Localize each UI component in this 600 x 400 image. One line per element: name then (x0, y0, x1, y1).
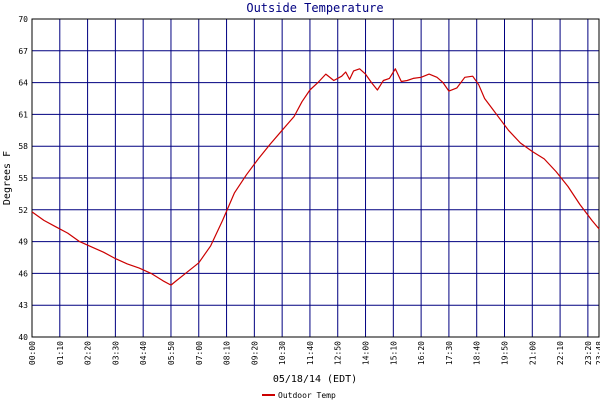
x-tick-label: 15:10 (389, 341, 398, 365)
y-tick-label: 40 (18, 333, 28, 342)
x-tick-label: 00:00 (28, 341, 37, 365)
x-tick-label: 04:40 (139, 341, 148, 365)
y-axis-label: Degrees F (2, 151, 13, 205)
x-tick-label: 23:48 (595, 341, 600, 365)
legend: Outdoor Temp (262, 391, 336, 400)
series-line-outdoor-temp (31, 68, 600, 286)
x-tick-label: 17:30 (445, 341, 454, 365)
x-tick-label: 09:20 (250, 341, 259, 365)
series-layer (31, 68, 600, 286)
y-tick-label: 70 (18, 15, 28, 24)
x-tick-label: 23:20 (584, 341, 593, 365)
x-tick-label: 02:20 (84, 341, 93, 365)
y-axis-ticks: 40 43 46 49 52 55 58 61 64 67 70 (18, 15, 28, 342)
x-tick-label: 11:40 (306, 341, 315, 365)
x-axis-ticks: 00:00 01:10 02:20 03:30 04:40 05:50 07:00 08:10… (28, 341, 600, 365)
chart-title: Outside Temperature (246, 1, 383, 15)
y-tick-label: 55 (18, 174, 28, 183)
y-tick-label: 49 (18, 238, 28, 247)
y-tick-label: 67 (18, 47, 28, 56)
y-tick-label: 58 (18, 142, 28, 151)
x-tick-label: 08:10 (223, 341, 232, 365)
legend-label-outdoor-temp: Outdoor Temp (278, 391, 336, 400)
y-tick-label: 64 (18, 79, 28, 88)
x-tick-label: 10:30 (278, 341, 287, 365)
y-tick-label: 43 (18, 301, 28, 310)
x-tick-label: 21:00 (528, 341, 537, 365)
y-tick-label: 52 (18, 206, 28, 215)
x-tick-label: 19:50 (501, 341, 510, 365)
y-tick-label: 61 (18, 110, 28, 119)
x-tick-label: 16:20 (417, 341, 426, 365)
x-tick-label: 14:00 (362, 341, 371, 365)
x-tick-label: 05:50 (167, 341, 176, 365)
x-tick-label: 03:30 (111, 341, 120, 365)
x-axis-label: 05/18/14 (EDT) (273, 374, 357, 385)
grid-lines (31, 18, 600, 338)
x-tick-label: 12:50 (334, 341, 343, 365)
x-tick-label: 22:10 (556, 341, 565, 365)
x-tick-label: 01:10 (56, 341, 65, 365)
x-tick-label: 18:40 (473, 341, 482, 365)
x-tick-label: 07:00 (195, 341, 204, 365)
plot-frame (31, 18, 600, 338)
y-tick-label: 46 (18, 269, 28, 278)
